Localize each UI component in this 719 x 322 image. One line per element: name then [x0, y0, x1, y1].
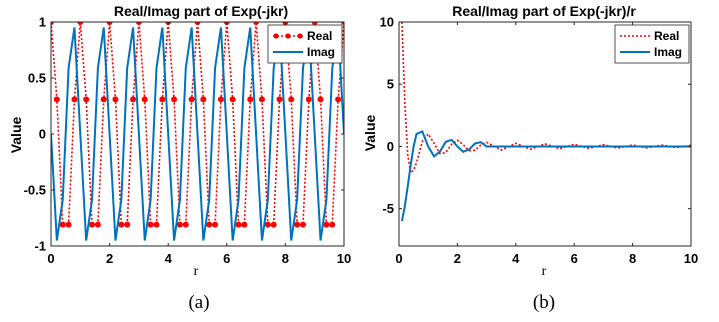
- series-real-point: [89, 221, 96, 228]
- x-tick-label: 6: [223, 251, 230, 266]
- series-real-point: [217, 96, 224, 103]
- series-real-point: [159, 96, 166, 103]
- x-tick-label: 10: [684, 251, 698, 266]
- chart-title-b: Real/Imag part of Exp(-jkr)/r: [452, 3, 636, 19]
- series-real-point: [100, 96, 107, 103]
- y-tick-label: 0: [387, 139, 394, 154]
- series-imag-line-a: [51, 27, 344, 241]
- series-real-point: [94, 221, 101, 228]
- series-real-point: [77, 22, 84, 25]
- series-real-point: [59, 221, 66, 228]
- series-real-point: [65, 221, 72, 228]
- series-real-point: [317, 96, 324, 103]
- caption-b: (b): [533, 292, 555, 313]
- y-axis-label-b: Value: [362, 115, 378, 152]
- y-tick-label: 10: [380, 15, 394, 30]
- legend-a: Real Imag: [267, 24, 343, 64]
- x-tick-label: 8: [629, 251, 636, 266]
- series-group-a: [51, 22, 344, 241]
- series-real-point: [294, 221, 301, 228]
- legend-label-real: Real: [307, 29, 332, 43]
- series-real-point: [247, 96, 254, 103]
- chart-panel-a: Real/Imag part of Exp(-jkr) Value r 0 2 4 6…: [8, 3, 351, 313]
- series-real-point: [264, 221, 271, 228]
- legend-marker: [297, 33, 303, 39]
- series-real-point: [276, 96, 283, 103]
- series-real-point: [153, 221, 160, 228]
- chart-panel-b: Real/Imag part of Exp(-jkr)/r Value r 0 2…: [362, 3, 698, 313]
- y-axis-label-a: Value: [8, 117, 24, 154]
- series-real-point: [200, 96, 207, 103]
- legend-label-imag: Imag: [654, 45, 682, 59]
- y-tick-label: 1: [39, 15, 46, 30]
- legend-label-imag: Imag: [307, 45, 335, 59]
- series-real-point: [135, 22, 142, 25]
- series-real-point: [194, 22, 201, 25]
- y-tick-label: -0.5: [24, 183, 46, 198]
- series-group-b: [400, 22, 691, 222]
- series-real-point: [71, 96, 78, 103]
- series-real-point: [241, 221, 248, 228]
- series-real-point: [147, 221, 154, 228]
- series-real-point: [53, 96, 60, 103]
- x-tick-label: 2: [454, 251, 461, 266]
- x-tick-label: 10: [337, 251, 351, 266]
- legend-box-a: [267, 24, 343, 64]
- x-tick-label: 4: [165, 251, 173, 266]
- x-tick-label: 4: [512, 251, 520, 266]
- series-imag-line-b: [400, 130, 691, 222]
- series-real-point: [212, 221, 219, 228]
- y-tick-label: 0.5: [28, 71, 46, 86]
- x-tick-label: 2: [106, 251, 113, 266]
- x-tick-label: 0: [47, 251, 54, 266]
- series-real-point: [235, 221, 242, 228]
- series-real-line-b: [401, 22, 691, 175]
- y-tick-label: -1: [34, 239, 46, 254]
- series-real-point: [51, 22, 54, 25]
- series-real-point: [341, 22, 344, 25]
- series-real-point: [299, 221, 306, 228]
- x-tick-label: 0: [395, 251, 402, 266]
- legend-box-b: [614, 24, 690, 64]
- series-real-point: [253, 22, 260, 25]
- series-real-point: [124, 221, 131, 228]
- series-real-point: [288, 96, 295, 103]
- legend-marker: [285, 33, 291, 39]
- y-tick-label: 0: [39, 127, 46, 142]
- x-tick-label: 8: [282, 251, 289, 266]
- series-real-point: [329, 221, 336, 228]
- legend-label-real: Real: [654, 29, 679, 43]
- series-real-point: [305, 96, 312, 103]
- y-tick-label: -5: [382, 201, 394, 216]
- series-real-point: [130, 96, 137, 103]
- legend-b: Real Imag: [614, 24, 690, 64]
- series-real-point: [258, 96, 265, 103]
- axes-frame-b: [398, 21, 692, 247]
- caption-a: (a): [188, 292, 209, 313]
- series-real-point: [270, 221, 277, 228]
- series-real-point: [311, 22, 318, 25]
- chart-title-a: Real/Imag part of Exp(-jkr): [114, 3, 288, 19]
- legend-marker: [273, 33, 279, 39]
- x-tick-label: 6: [571, 251, 578, 266]
- y-tick-label: 5: [387, 77, 394, 92]
- series-real-point: [206, 221, 213, 228]
- series-real-point: [323, 221, 330, 228]
- x-axis-label-a: r: [194, 264, 199, 279]
- series-real-point: [118, 221, 125, 228]
- series-real-point: [112, 96, 119, 103]
- series-real-point: [141, 96, 148, 103]
- x-axis-label-b: r: [542, 264, 547, 279]
- series-real-point: [229, 96, 236, 103]
- series-real-point: [335, 96, 342, 103]
- series-real-point: [188, 96, 195, 103]
- series-real-point: [176, 221, 183, 228]
- series-real-point: [182, 221, 189, 228]
- series-real-point: [83, 96, 90, 103]
- series-real-point: [171, 96, 178, 103]
